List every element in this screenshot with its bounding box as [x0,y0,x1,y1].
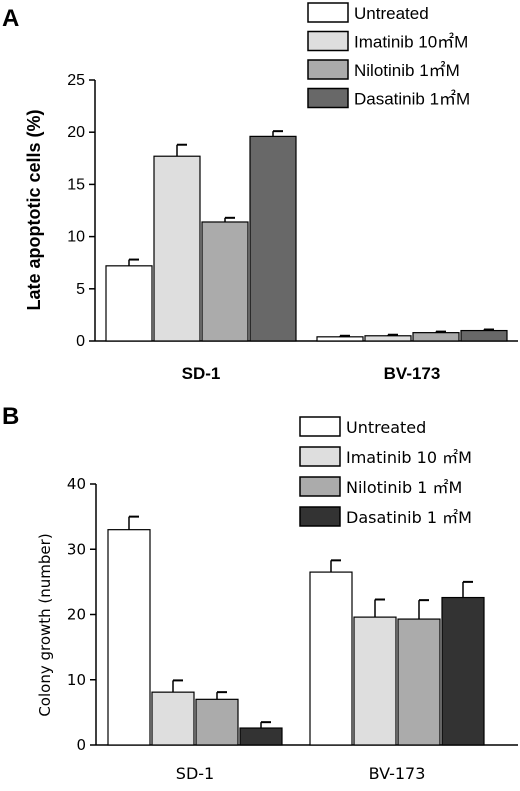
legend-label: Dasatinib 1㎡M [354,90,470,109]
legend-label: Nilotinib 1 ㎡M [346,478,462,497]
bar [353,616,397,746]
legend-swatch [307,87,349,109]
y-tick-label: 10 [67,229,85,246]
chart-panel-a: 0 5 10 15 20 25 Late apoptotic cells (%) SD-1 BV… [24,2,518,383]
x-category-label: BV-173 [384,364,441,383]
legend-label: Nilotinib 1㎡M [354,61,460,80]
y-tick-label: 15 [67,176,85,193]
legend-swatch [307,59,349,80]
bar [105,265,153,342]
legend-label: Untreated [346,418,426,437]
y-tick-label: 10 [67,671,86,689]
bar [364,335,412,342]
y-tick-label: 20 [67,606,86,624]
x-category-label: SD-1 [176,764,214,783]
y-tick-label: 0 [76,333,85,350]
panel-a-letter: A [2,5,19,32]
x-category-label: SD-1 [182,364,221,383]
y-tick-label: 40 [67,475,86,493]
bar [151,691,195,746]
bar [195,698,239,746]
legend-swatch [299,416,341,437]
legend-label: Imatinib 10㎡M [354,33,468,52]
y-axis-label: Late apoptotic cells (%) [24,109,44,310]
bar [460,329,508,342]
legend-swatch [307,2,349,23]
bar [412,332,460,342]
legend-label: Untreated [354,4,429,23]
bar [316,336,364,342]
legend-swatch [299,476,341,497]
bar [249,135,297,342]
y-tick-label: 20 [67,124,85,141]
bar [107,529,151,746]
bar [309,571,353,746]
y-axis-label: Colony growth (number) [36,533,54,716]
bar [239,727,283,746]
x-category-label: BV-173 [369,764,426,783]
bar [201,221,249,342]
bar [153,155,201,342]
bar [441,596,485,746]
legend-label: Imatinib 10 ㎡M [346,448,472,467]
y-tick-label: 25 [67,72,85,89]
legend-label: Dasatinib 1 ㎡M [346,508,472,527]
y-tick-label: 5 [76,281,85,298]
bar [397,618,441,746]
legend-swatch [307,30,349,52]
y-tick-label: 0 [76,736,86,754]
y-tick-label: 30 [67,540,86,558]
panel-b-letter: B [2,403,19,430]
legend-swatch [299,506,341,527]
chart-panel-b: 0 10 20 30 40 Colony growth (number) SD-1 BV-17… [36,416,518,783]
legend-swatch [299,446,341,467]
